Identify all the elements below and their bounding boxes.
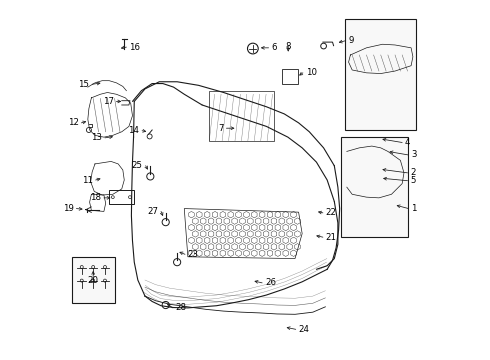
Text: 6: 6 <box>271 43 277 52</box>
Bar <box>209 91 273 141</box>
Text: 12: 12 <box>68 118 78 127</box>
Bar <box>345 19 416 130</box>
Text: 1: 1 <box>412 204 417 213</box>
Bar <box>109 190 134 204</box>
Text: 27: 27 <box>147 207 158 216</box>
Text: 21: 21 <box>326 233 337 242</box>
Text: 10: 10 <box>306 68 317 77</box>
Text: 2: 2 <box>411 168 416 177</box>
Text: 18: 18 <box>90 193 101 202</box>
Text: 4: 4 <box>405 138 411 147</box>
Text: 11: 11 <box>82 176 93 185</box>
Text: 22: 22 <box>326 208 337 217</box>
Text: 5: 5 <box>411 176 416 185</box>
Text: 23: 23 <box>188 250 199 259</box>
Text: 26: 26 <box>265 278 276 287</box>
Text: 16: 16 <box>129 42 140 51</box>
Text: 8: 8 <box>286 41 291 50</box>
Text: 17: 17 <box>102 97 114 106</box>
Bar <box>342 137 408 237</box>
Text: 14: 14 <box>128 126 139 135</box>
Text: 28: 28 <box>176 303 187 312</box>
Text: 19: 19 <box>63 204 74 213</box>
Text: 20: 20 <box>88 275 98 284</box>
Text: 15: 15 <box>78 80 89 89</box>
Bar <box>72 257 115 303</box>
Text: 24: 24 <box>298 325 310 334</box>
Text: 13: 13 <box>91 133 102 142</box>
Bar <box>282 69 298 84</box>
Text: 9: 9 <box>348 36 354 45</box>
Text: 7: 7 <box>218 124 223 133</box>
Text: 25: 25 <box>132 161 143 170</box>
Text: 3: 3 <box>412 150 417 159</box>
